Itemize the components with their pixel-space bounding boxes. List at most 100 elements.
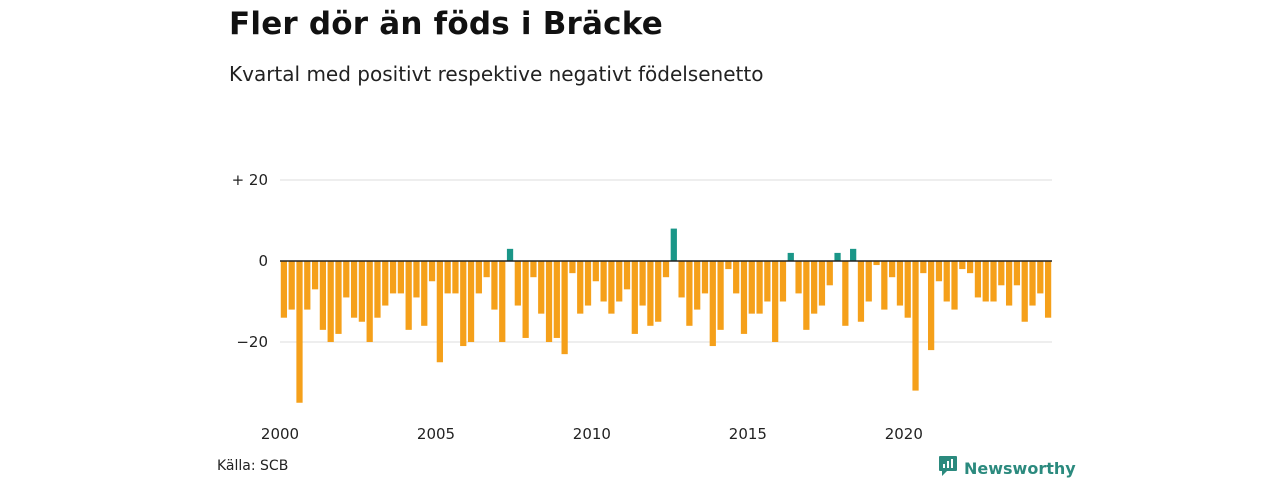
bar [779,261,787,302]
bar [686,261,693,326]
bar [834,252,841,261]
bar [475,261,482,294]
bars [280,228,1052,403]
bar [857,261,865,322]
bar [1005,261,1013,306]
bar [787,252,794,261]
brand-logo[interactable]: Newsworthy [938,455,1076,481]
bar [826,261,833,286]
x-tick-label: 2005 [417,425,455,443]
bar [538,261,545,314]
bar [772,261,779,342]
bar [709,261,716,347]
bar [842,261,849,326]
bar [865,261,872,302]
bar [764,261,771,302]
chart-subtitle: Kvartal med positivt respektive negativt… [229,62,764,86]
bar [920,261,927,274]
bar [483,261,490,278]
bar [413,261,420,298]
bar [460,261,467,347]
bar [959,261,966,270]
bar [873,261,880,266]
bar [1013,261,1021,286]
bar [990,261,997,302]
bar [631,261,638,334]
bar [382,261,389,306]
bar [491,261,498,310]
bar [421,261,428,326]
bar [569,261,576,274]
bar [725,261,732,270]
bar [1044,261,1052,318]
bar [577,261,584,314]
bar [397,261,404,294]
bar [561,261,568,355]
bar [998,261,1005,286]
bar [795,261,802,294]
bar [389,261,397,294]
bar [974,261,982,298]
bar [623,261,631,290]
brand-name: Newsworthy [964,458,1076,478]
bar [616,261,623,302]
bar [935,261,943,282]
bar [1021,261,1028,322]
bar [850,248,857,261]
bar [733,261,740,294]
bar [405,261,412,330]
bar [343,261,350,298]
bar [811,261,818,314]
bar [514,261,521,306]
bar [304,261,311,310]
bar [1037,261,1044,294]
bar [896,261,904,306]
y-tick-label: 0 [258,252,268,270]
bar [592,261,599,282]
bar [366,261,373,342]
source-note: Källa: SCB [217,458,289,474]
bar [327,261,334,342]
bar [756,261,763,314]
bar [436,261,443,363]
bar [694,261,701,310]
bar [608,261,615,314]
y-tick-label: −20 [236,333,268,351]
bar [319,261,327,330]
bar [296,261,303,403]
bar-chart: + 20 0 −20 2000 2005 2010 2015 2020 [232,171,1052,443]
bar [553,261,560,338]
bar [889,261,896,278]
bar [358,261,365,322]
x-tick-label: 2010 [573,425,611,443]
bar [311,261,319,290]
bar [335,261,342,334]
bar [452,261,459,294]
bar [639,261,646,306]
bar [662,261,670,278]
bar [670,228,677,261]
x-tick-label: 2020 [885,425,923,443]
bar [522,261,529,338]
bar [584,261,592,306]
bar [951,261,958,310]
chart-title: Fler dör än föds i Bräcke [229,6,663,42]
bar [982,261,989,302]
bar [288,261,295,310]
grid-lines [280,179,1052,343]
bar [280,261,288,318]
bar [904,261,911,318]
bar [818,261,826,306]
bar [928,261,935,351]
bar [499,261,506,342]
axes: + 20 0 −20 2000 2005 2010 2015 2020 [232,171,1052,443]
bar [803,261,810,330]
bar [740,261,748,334]
bar [530,261,537,278]
bar [717,261,724,330]
bar [428,261,436,282]
bar [350,261,358,318]
newsworthy-logo-icon [938,455,958,481]
bar [467,261,475,342]
bar [545,261,553,342]
